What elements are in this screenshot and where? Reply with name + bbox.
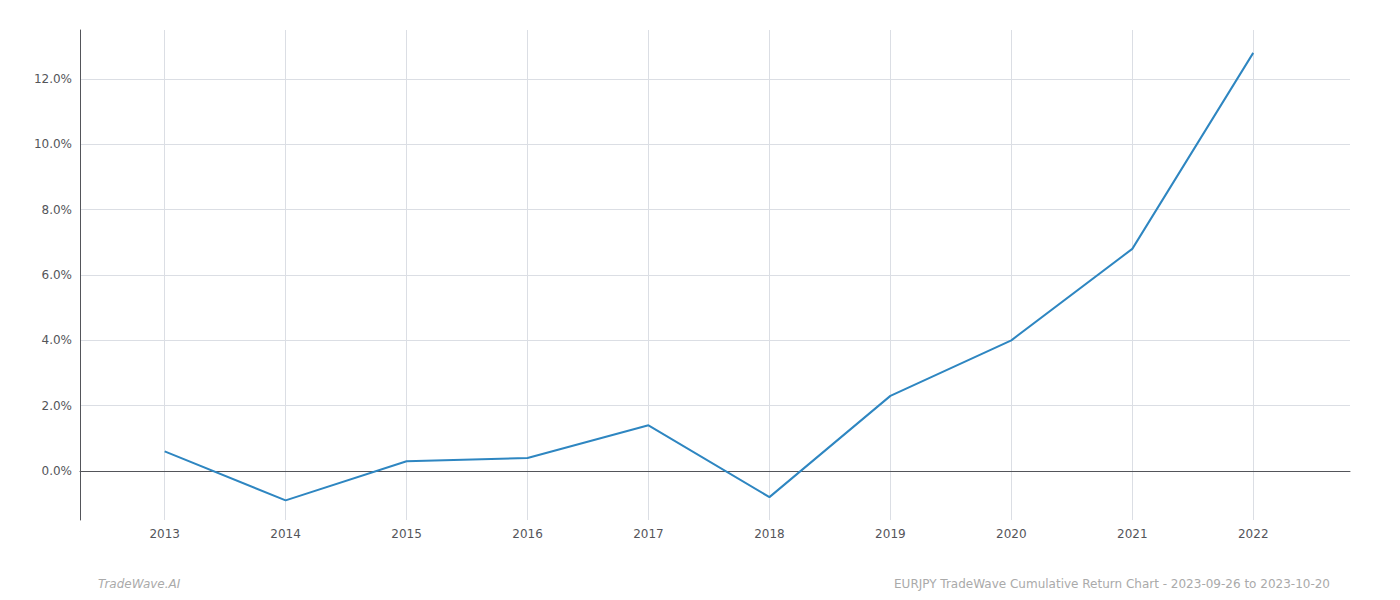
svg-text:10.0%: 10.0% xyxy=(34,137,72,151)
svg-text:6.0%: 6.0% xyxy=(42,268,73,282)
svg-text:2016: 2016 xyxy=(512,527,543,541)
svg-text:2021: 2021 xyxy=(1117,527,1148,541)
svg-text:4.0%: 4.0% xyxy=(42,333,73,347)
svg-text:12.0%: 12.0% xyxy=(34,72,72,86)
svg-text:TradeWave.AI: TradeWave.AI xyxy=(98,577,181,591)
svg-text:2017: 2017 xyxy=(633,527,664,541)
svg-text:EURJPY TradeWave Cumulative Re: EURJPY TradeWave Cumulative Return Chart… xyxy=(894,577,1330,591)
svg-text:2019: 2019 xyxy=(875,527,906,541)
svg-text:2015: 2015 xyxy=(391,527,422,541)
svg-text:2.0%: 2.0% xyxy=(42,399,73,413)
svg-text:2022: 2022 xyxy=(1238,527,1269,541)
svg-text:8.0%: 8.0% xyxy=(42,203,73,217)
svg-text:2014: 2014 xyxy=(270,527,301,541)
svg-text:2020: 2020 xyxy=(996,527,1027,541)
svg-text:2013: 2013 xyxy=(149,527,180,541)
svg-text:2018: 2018 xyxy=(754,527,785,541)
svg-text:0.0%: 0.0% xyxy=(42,464,73,478)
